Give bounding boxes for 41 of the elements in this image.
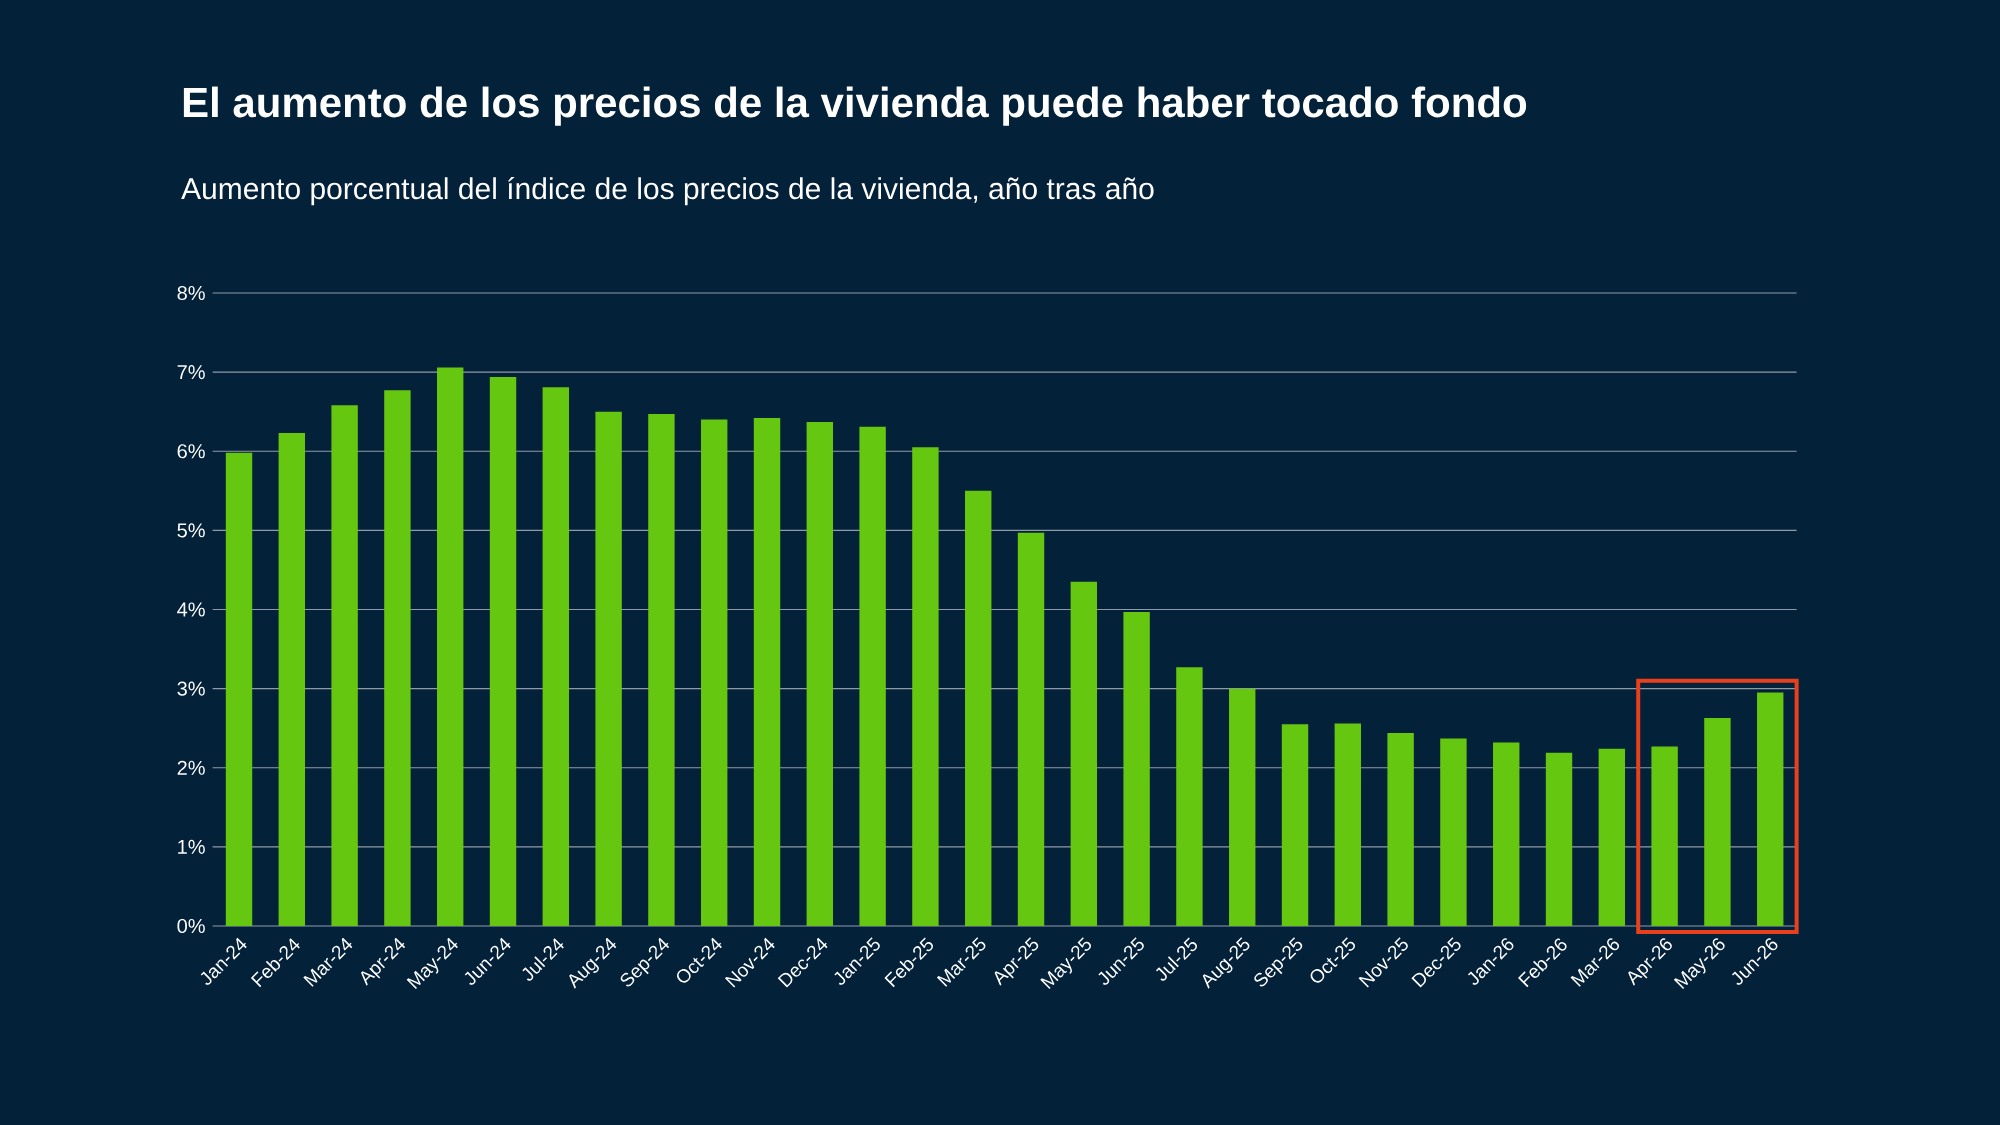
y-tick-label: 5% xyxy=(177,523,205,538)
bar xyxy=(489,376,517,926)
bar xyxy=(1493,742,1520,926)
bar xyxy=(595,411,622,926)
bar xyxy=(1598,748,1626,926)
bar xyxy=(225,452,253,926)
bar xyxy=(965,490,992,926)
y-tick-label: 4% xyxy=(177,602,205,617)
bar xyxy=(1757,692,1784,926)
bar xyxy=(1545,752,1573,926)
y-tick-label: 7% xyxy=(177,365,205,380)
y-tick-label: 0% xyxy=(177,918,205,934)
bar xyxy=(806,421,834,926)
chart-title: El aumento de los precios de la vivienda puede haber tocado fondo xyxy=(183,86,1527,126)
bar xyxy=(278,433,306,926)
bar xyxy=(1704,717,1731,926)
bar xyxy=(859,426,886,926)
y-tick-label: 1% xyxy=(178,839,205,854)
bar xyxy=(1229,688,1256,926)
bar xyxy=(912,447,939,926)
bar xyxy=(331,405,358,926)
bar xyxy=(1651,746,1678,926)
bar xyxy=(1176,667,1203,926)
bar xyxy=(753,418,781,926)
bar xyxy=(1123,611,1150,926)
bar xyxy=(1017,532,1045,926)
y-tick-label: 6% xyxy=(177,444,205,459)
bar xyxy=(384,390,411,926)
y-tick-label: 8% xyxy=(177,285,205,301)
chart-subtitle: Aumento porcentual del índice de los precios de la vivienda, año tras año xyxy=(181,176,1154,206)
bar xyxy=(648,414,675,926)
bar xyxy=(1070,581,1098,926)
bar xyxy=(1281,724,1309,926)
y-tick-label: 2% xyxy=(177,760,205,775)
bar xyxy=(701,419,728,926)
bar xyxy=(437,367,464,926)
y-tick-label: 3% xyxy=(177,681,205,696)
bar xyxy=(542,387,570,926)
bar xyxy=(1334,723,1362,926)
bar xyxy=(1440,738,1467,926)
bar xyxy=(1387,732,1414,926)
